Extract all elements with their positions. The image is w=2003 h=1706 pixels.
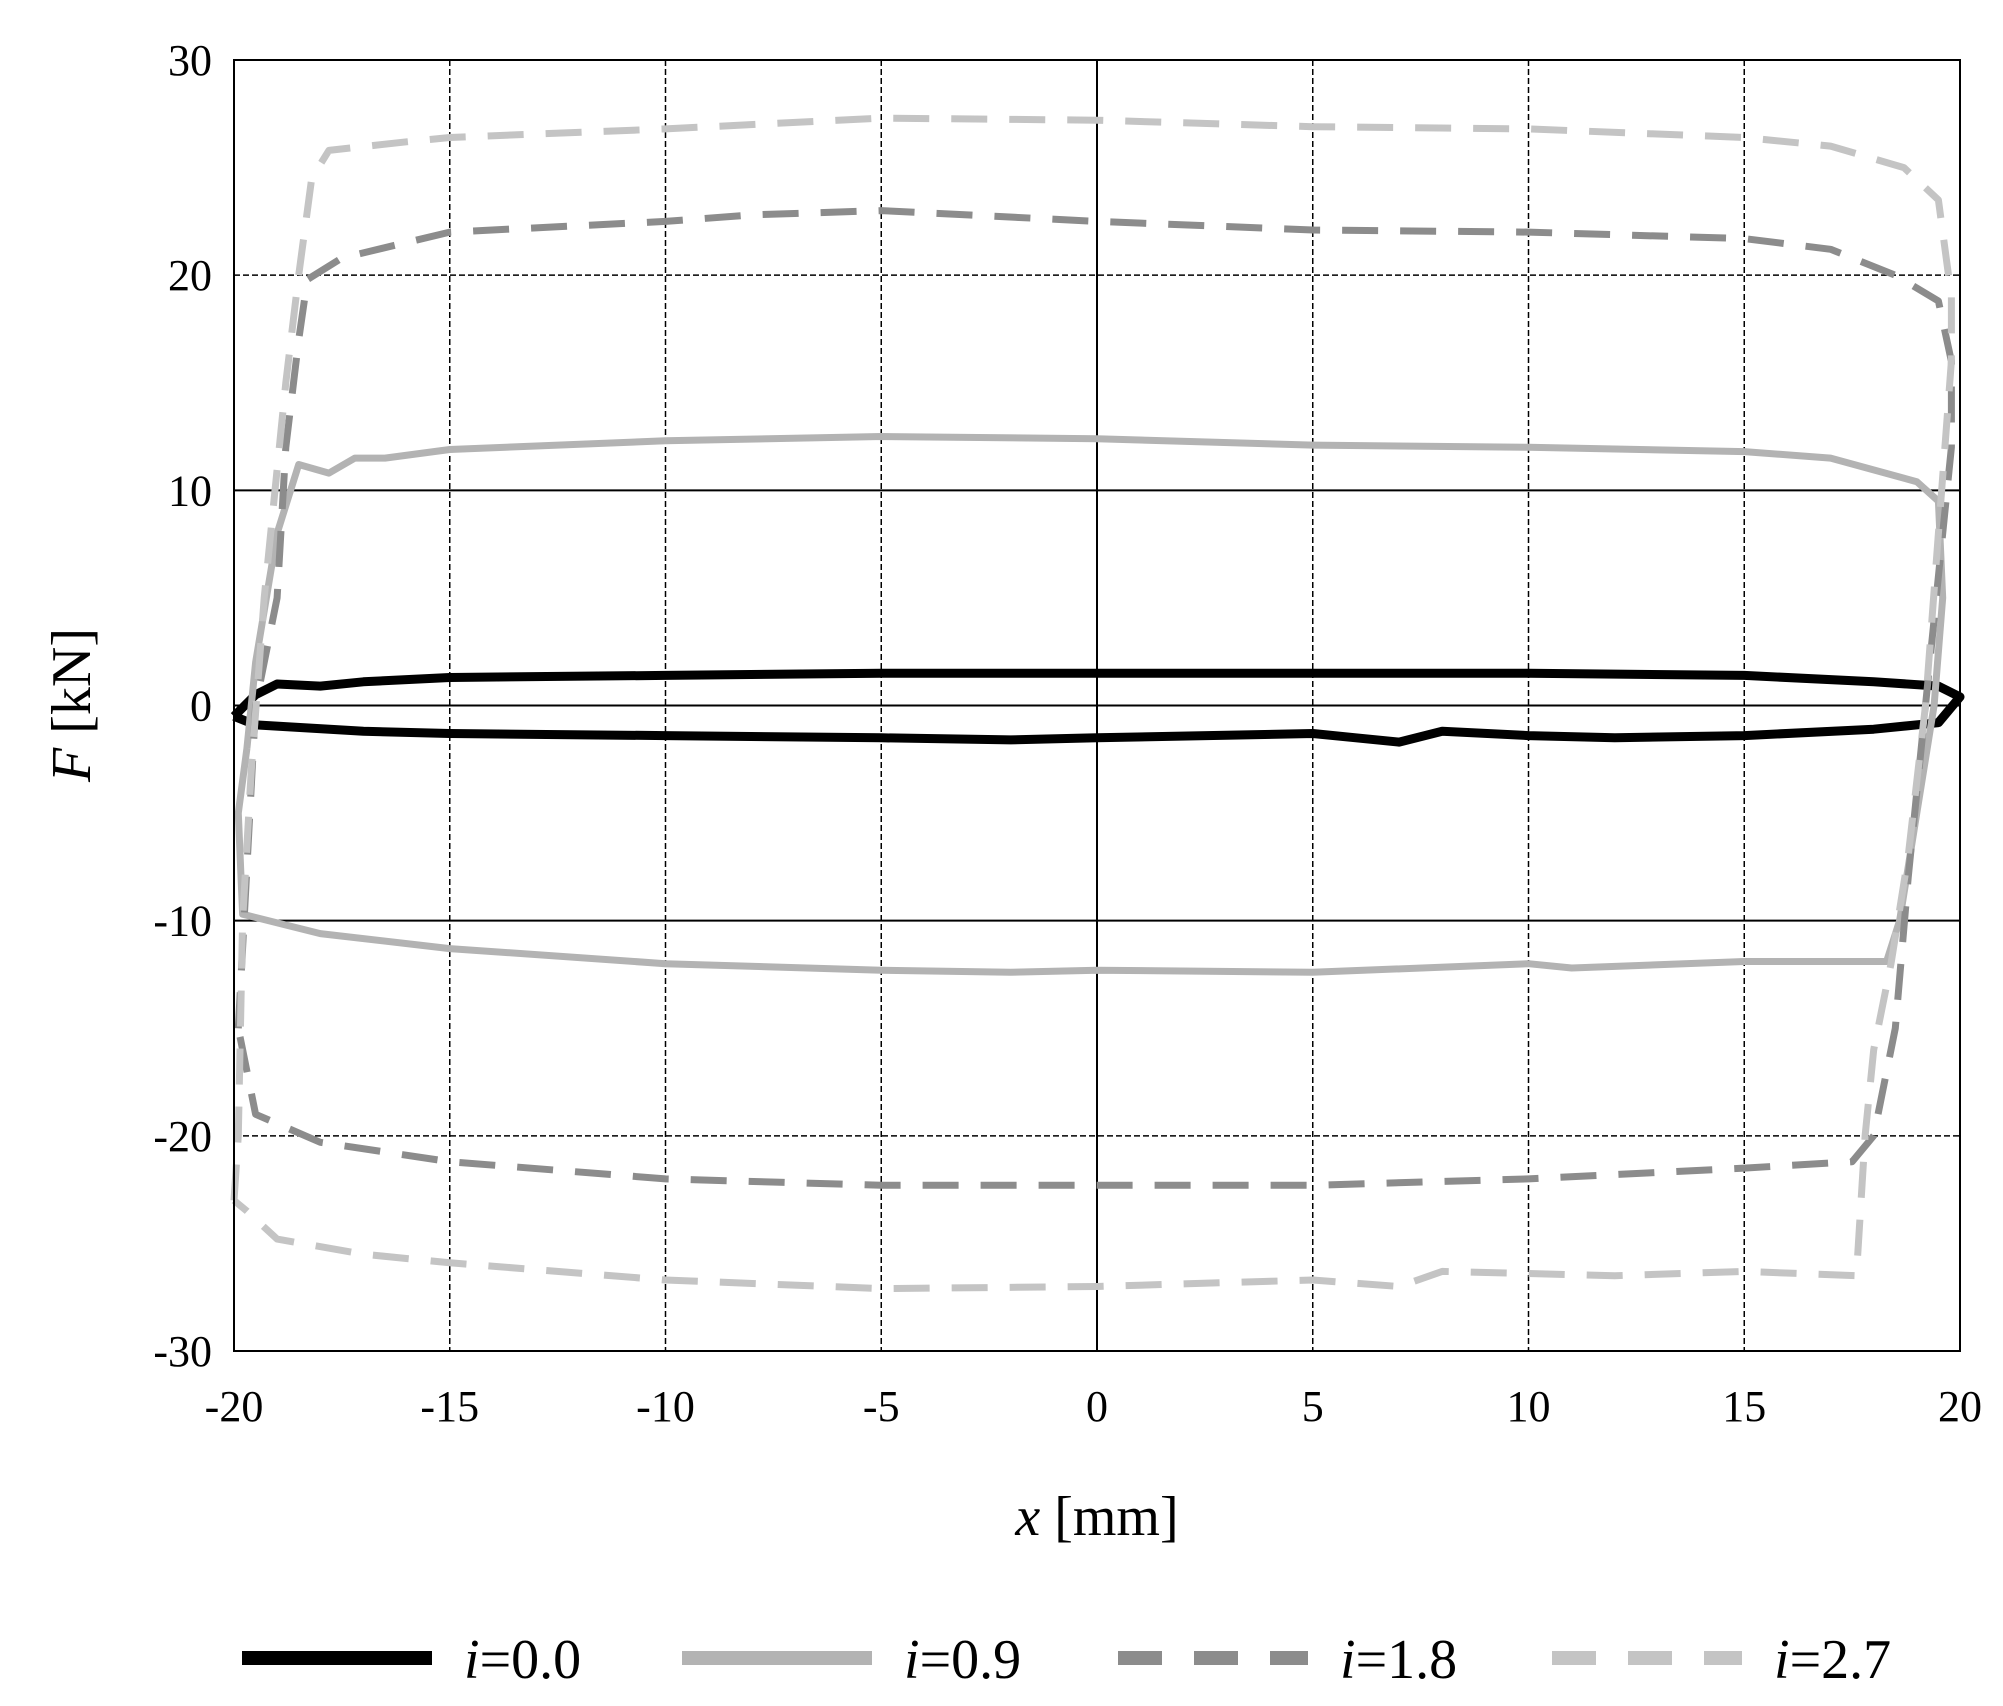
y-tick-label: 0 xyxy=(190,682,212,731)
y-axis-label: F [kN] xyxy=(41,628,103,783)
x-tick-label: 20 xyxy=(1938,1382,1982,1431)
series-group xyxy=(230,114,1965,1293)
x-tick-label: -10 xyxy=(636,1382,695,1431)
plot-frame xyxy=(233,59,1961,1352)
legend: i=0.0 i=0.9 i=1.8 i=2.7 xyxy=(242,1629,1891,1691)
tick-labels: -20 -15 -10 -5 0 5 10 15 20 -30 -20 -10 0 10 20 30 xyxy=(153,36,1982,1431)
x-tick-label: 0 xyxy=(1086,1382,1108,1431)
legend-label-0: i=0.0 xyxy=(464,1629,581,1691)
y-tick-label: -10 xyxy=(153,897,212,946)
y-tick-label: 10 xyxy=(168,466,212,515)
y-tick-label: -30 xyxy=(153,1327,212,1376)
series-line-2 xyxy=(234,207,1955,1189)
legend-label-3: i=2.7 xyxy=(1774,1629,1891,1691)
grid xyxy=(233,59,1961,1352)
x-tick-label: -20 xyxy=(205,1382,264,1431)
x-axis-label: x [mm] xyxy=(1014,1486,1178,1548)
series-line-1 xyxy=(234,433,1947,976)
series-line-3 xyxy=(230,114,1955,1293)
legend-label-2: i=1.8 xyxy=(1340,1629,1457,1691)
y-tick-label: -20 xyxy=(153,1112,212,1161)
x-tick-label: 10 xyxy=(1507,1382,1551,1431)
x-tick-label: -5 xyxy=(863,1382,900,1431)
y-tick-label: 30 xyxy=(168,36,212,85)
y-tick-label: 20 xyxy=(168,251,212,300)
x-tick-label: 15 xyxy=(1722,1382,1766,1431)
x-tick-label: -15 xyxy=(420,1382,479,1431)
x-tick-label: 5 xyxy=(1302,1382,1324,1431)
legend-label-1: i=0.9 xyxy=(904,1629,1021,1691)
series-line-0 xyxy=(230,668,1965,747)
